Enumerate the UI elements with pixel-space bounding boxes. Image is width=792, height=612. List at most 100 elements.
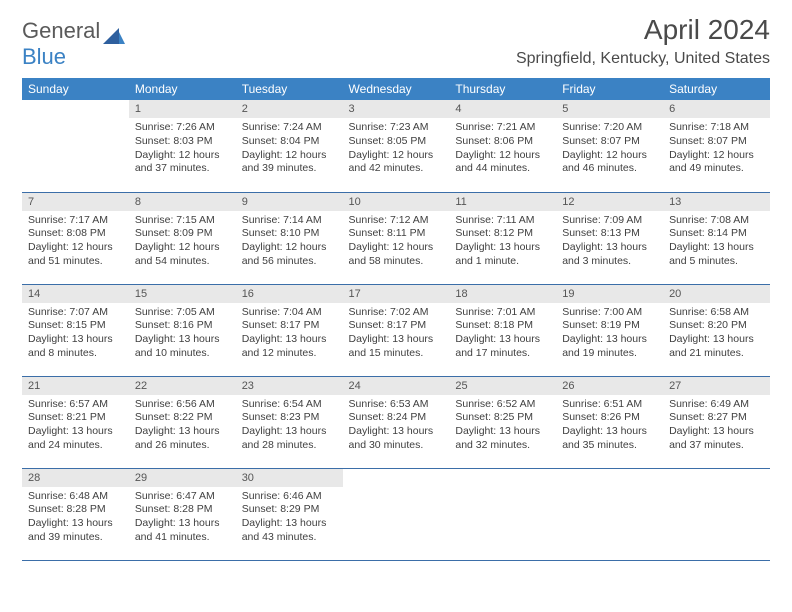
day-line: Sunrise: 7:04 AM bbox=[242, 306, 337, 320]
day-line: Daylight: 12 hours bbox=[669, 149, 764, 163]
day-line: Sunrise: 7:15 AM bbox=[135, 214, 230, 228]
day-line: and 39 minutes. bbox=[242, 162, 337, 176]
day-line: Sunrise: 7:18 AM bbox=[669, 121, 764, 135]
day-line: Sunset: 8:03 PM bbox=[135, 135, 230, 149]
day-line: and 39 minutes. bbox=[28, 531, 123, 545]
day-content: Sunrise: 7:09 AMSunset: 8:13 PMDaylight:… bbox=[556, 211, 663, 273]
day-number: 27 bbox=[663, 377, 770, 395]
day-number: 6 bbox=[663, 100, 770, 118]
day-number: 3 bbox=[343, 100, 450, 118]
brand-logo: General Blue bbox=[22, 18, 127, 70]
calendar-day-cell: 27Sunrise: 6:49 AMSunset: 8:27 PMDayligh… bbox=[663, 376, 770, 468]
day-line: Sunrise: 7:12 AM bbox=[349, 214, 444, 228]
day-line: Sunset: 8:15 PM bbox=[28, 319, 123, 333]
day-line: Daylight: 13 hours bbox=[455, 333, 550, 347]
day-line: Daylight: 13 hours bbox=[455, 425, 550, 439]
day-line: and 28 minutes. bbox=[242, 439, 337, 453]
day-line: and 49 minutes. bbox=[669, 162, 764, 176]
calendar-day-cell bbox=[663, 468, 770, 560]
day-line: Sunset: 8:27 PM bbox=[669, 411, 764, 425]
day-line: Sunset: 8:19 PM bbox=[562, 319, 657, 333]
calendar-day-cell: 9Sunrise: 7:14 AMSunset: 8:10 PMDaylight… bbox=[236, 192, 343, 284]
day-number: 30 bbox=[236, 469, 343, 487]
calendar-day-cell: 17Sunrise: 7:02 AMSunset: 8:17 PMDayligh… bbox=[343, 284, 450, 376]
location-text: Springfield, Kentucky, United States bbox=[516, 50, 770, 68]
day-line: Sunrise: 7:11 AM bbox=[455, 214, 550, 228]
day-line: Sunrise: 7:23 AM bbox=[349, 121, 444, 135]
day-line: Sunrise: 6:51 AM bbox=[562, 398, 657, 412]
day-line: Daylight: 13 hours bbox=[349, 333, 444, 347]
day-line: Daylight: 13 hours bbox=[242, 425, 337, 439]
day-line: Sunset: 8:25 PM bbox=[455, 411, 550, 425]
calendar-day-cell: 21Sunrise: 6:57 AMSunset: 8:21 PMDayligh… bbox=[22, 376, 129, 468]
day-line: Daylight: 13 hours bbox=[135, 517, 230, 531]
day-line: Sunrise: 7:24 AM bbox=[242, 121, 337, 135]
calendar-header-row: SundayMondayTuesdayWednesdayThursdayFrid… bbox=[22, 78, 770, 100]
day-content: Sunrise: 6:52 AMSunset: 8:25 PMDaylight:… bbox=[449, 395, 556, 457]
day-line: and 43 minutes. bbox=[242, 531, 337, 545]
calendar-table: SundayMondayTuesdayWednesdayThursdayFrid… bbox=[22, 78, 770, 561]
day-line: Sunset: 8:10 PM bbox=[242, 227, 337, 241]
day-content: Sunrise: 6:47 AMSunset: 8:28 PMDaylight:… bbox=[129, 487, 236, 549]
day-line: Sunrise: 7:21 AM bbox=[455, 121, 550, 135]
calendar-week-row: 21Sunrise: 6:57 AMSunset: 8:21 PMDayligh… bbox=[22, 376, 770, 468]
day-line: and 32 minutes. bbox=[455, 439, 550, 453]
day-number: 16 bbox=[236, 285, 343, 303]
calendar-day-cell: 5Sunrise: 7:20 AMSunset: 8:07 PMDaylight… bbox=[556, 100, 663, 192]
calendar-day-cell: 14Sunrise: 7:07 AMSunset: 8:15 PMDayligh… bbox=[22, 284, 129, 376]
day-line: Sunrise: 7:26 AM bbox=[135, 121, 230, 135]
sail-icon bbox=[101, 26, 127, 54]
day-line: Daylight: 13 hours bbox=[562, 425, 657, 439]
day-line: Sunrise: 7:02 AM bbox=[349, 306, 444, 320]
day-line: Sunrise: 6:54 AM bbox=[242, 398, 337, 412]
day-line: Sunset: 8:16 PM bbox=[135, 319, 230, 333]
day-line: Daylight: 13 hours bbox=[562, 333, 657, 347]
day-number: 22 bbox=[129, 377, 236, 395]
day-line: and 5 minutes. bbox=[669, 255, 764, 269]
day-line: Daylight: 12 hours bbox=[349, 241, 444, 255]
day-line: Sunset: 8:13 PM bbox=[562, 227, 657, 241]
weekday-header: Monday bbox=[129, 78, 236, 100]
day-line: Daylight: 13 hours bbox=[135, 425, 230, 439]
day-number: 7 bbox=[22, 193, 129, 211]
day-line: and 44 minutes. bbox=[455, 162, 550, 176]
calendar-day-cell: 7Sunrise: 7:17 AMSunset: 8:08 PMDaylight… bbox=[22, 192, 129, 284]
weekday-header: Tuesday bbox=[236, 78, 343, 100]
day-line: Daylight: 12 hours bbox=[562, 149, 657, 163]
day-number: 15 bbox=[129, 285, 236, 303]
calendar-day-cell: 25Sunrise: 6:52 AMSunset: 8:25 PMDayligh… bbox=[449, 376, 556, 468]
calendar-day-cell: 18Sunrise: 7:01 AMSunset: 8:18 PMDayligh… bbox=[449, 284, 556, 376]
day-line: Daylight: 13 hours bbox=[242, 333, 337, 347]
day-line: Sunset: 8:21 PM bbox=[28, 411, 123, 425]
day-line: and 41 minutes. bbox=[135, 531, 230, 545]
day-number: 1 bbox=[129, 100, 236, 118]
day-content: Sunrise: 6:49 AMSunset: 8:27 PMDaylight:… bbox=[663, 395, 770, 457]
day-content: Sunrise: 7:21 AMSunset: 8:06 PMDaylight:… bbox=[449, 118, 556, 180]
day-line: and 37 minutes. bbox=[135, 162, 230, 176]
day-line: and 26 minutes. bbox=[135, 439, 230, 453]
calendar-day-cell: 20Sunrise: 6:58 AMSunset: 8:20 PMDayligh… bbox=[663, 284, 770, 376]
day-line: Daylight: 13 hours bbox=[669, 333, 764, 347]
day-line: Daylight: 13 hours bbox=[562, 241, 657, 255]
day-line: Daylight: 13 hours bbox=[242, 517, 337, 531]
day-line: and 8 minutes. bbox=[28, 347, 123, 361]
day-line: Sunset: 8:12 PM bbox=[455, 227, 550, 241]
day-line: Sunrise: 6:56 AM bbox=[135, 398, 230, 412]
day-content: Sunrise: 6:46 AMSunset: 8:29 PMDaylight:… bbox=[236, 487, 343, 549]
day-line: Sunrise: 6:49 AM bbox=[669, 398, 764, 412]
day-line: Sunset: 8:07 PM bbox=[562, 135, 657, 149]
day-content: Sunrise: 7:23 AMSunset: 8:05 PMDaylight:… bbox=[343, 118, 450, 180]
calendar-week-row: 7Sunrise: 7:17 AMSunset: 8:08 PMDaylight… bbox=[22, 192, 770, 284]
day-content: Sunrise: 7:26 AMSunset: 8:03 PMDaylight:… bbox=[129, 118, 236, 180]
day-content: Sunrise: 7:08 AMSunset: 8:14 PMDaylight:… bbox=[663, 211, 770, 273]
day-line: and 21 minutes. bbox=[669, 347, 764, 361]
calendar-day-cell: 11Sunrise: 7:11 AMSunset: 8:12 PMDayligh… bbox=[449, 192, 556, 284]
day-content: Sunrise: 7:18 AMSunset: 8:07 PMDaylight:… bbox=[663, 118, 770, 180]
calendar-week-row: 1Sunrise: 7:26 AMSunset: 8:03 PMDaylight… bbox=[22, 100, 770, 192]
day-content: Sunrise: 6:58 AMSunset: 8:20 PMDaylight:… bbox=[663, 303, 770, 365]
day-line: Sunset: 8:06 PM bbox=[455, 135, 550, 149]
calendar-day-cell: 10Sunrise: 7:12 AMSunset: 8:11 PMDayligh… bbox=[343, 192, 450, 284]
day-number: 23 bbox=[236, 377, 343, 395]
calendar-day-cell: 30Sunrise: 6:46 AMSunset: 8:29 PMDayligh… bbox=[236, 468, 343, 560]
day-line: Sunset: 8:05 PM bbox=[349, 135, 444, 149]
